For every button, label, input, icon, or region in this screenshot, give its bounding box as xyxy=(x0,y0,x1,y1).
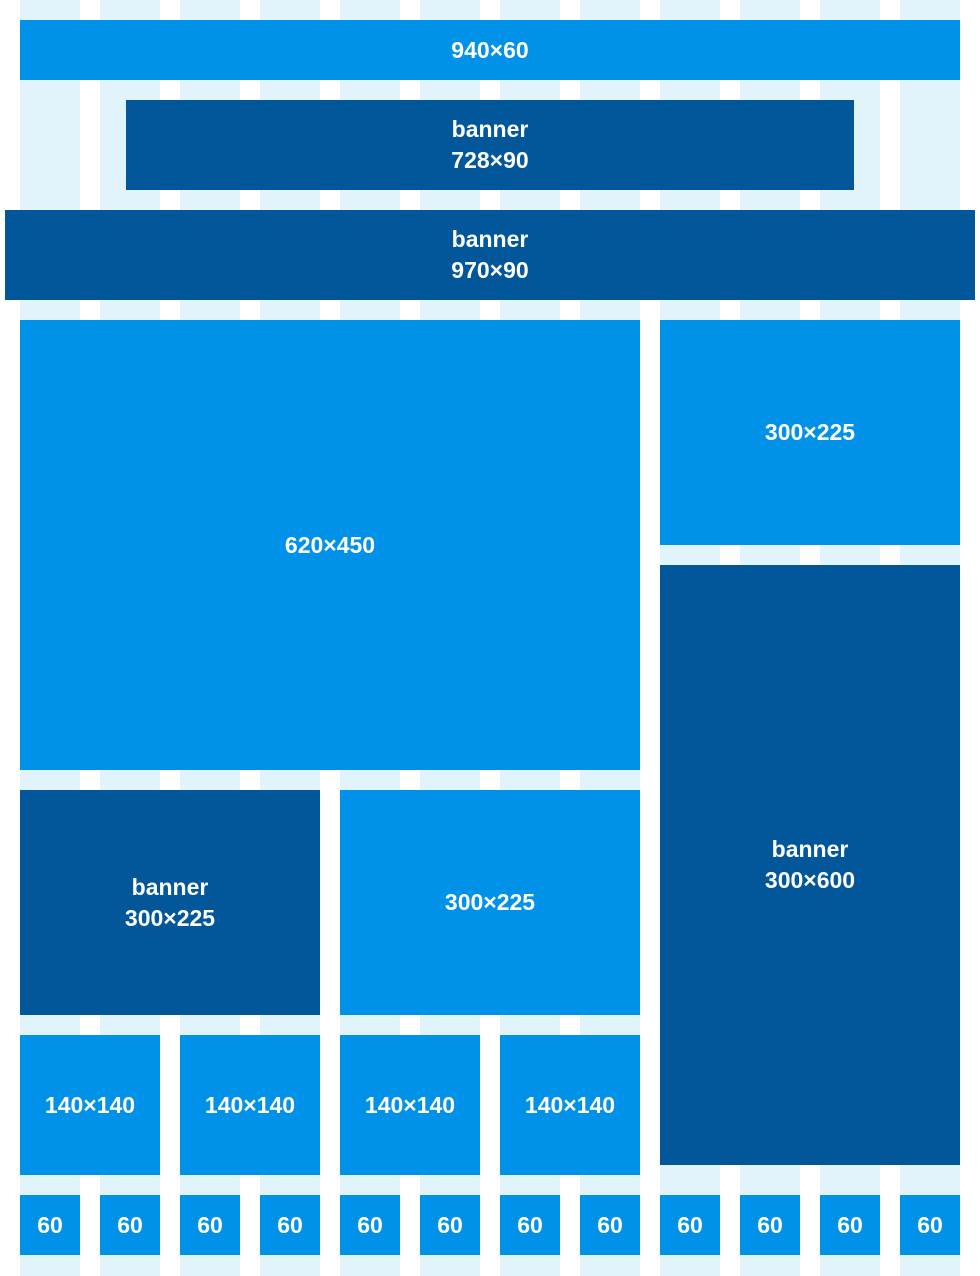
block-60: 60 xyxy=(260,1195,320,1255)
block-60-label: 60 xyxy=(757,1211,783,1238)
block-60: 60 xyxy=(420,1195,480,1255)
block-60-label: 60 xyxy=(837,1211,863,1238)
banner-970x90-label: banner xyxy=(451,226,529,252)
block-140x140-label: 140×140 xyxy=(524,1091,616,1118)
block-60: 60 xyxy=(500,1195,560,1255)
block-940x60-label: 940×60 xyxy=(451,36,529,63)
banner-300x600-label: banner xyxy=(771,836,849,862)
block-60: 60 xyxy=(580,1195,640,1255)
block-60-label: 60 xyxy=(357,1211,383,1238)
block-140x140: 140×140 xyxy=(340,1035,480,1175)
block-620x450-label: 620×450 xyxy=(284,531,376,558)
banner-728x90-label: banner xyxy=(451,116,529,142)
block-60-label: 60 xyxy=(37,1211,63,1238)
block-60-label: 60 xyxy=(517,1211,543,1238)
block-60-label: 60 xyxy=(117,1211,143,1238)
block-300x225-side-label: 300×225 xyxy=(764,419,856,445)
block-60-label: 60 xyxy=(917,1211,943,1238)
banner-300x225-size: 300×225 xyxy=(124,904,216,931)
block-60: 60 xyxy=(900,1195,960,1255)
banner-300x225-label: banner xyxy=(131,873,209,900)
block-60: 60 xyxy=(20,1195,80,1255)
block-60-label: 60 xyxy=(277,1211,303,1238)
banner-728x90: banner 728×90 xyxy=(126,100,854,190)
block-620x450: 620×450 xyxy=(20,320,640,770)
block-300x225-mid: 300×225 xyxy=(340,790,640,1015)
block-140x140-label: 140×140 xyxy=(364,1091,456,1118)
block-140x140: 140×140 xyxy=(20,1035,160,1175)
banner-970x90-size: 970×90 xyxy=(451,257,529,283)
block-60-label: 60 xyxy=(597,1211,623,1238)
banner-728x90-size: 728×90 xyxy=(451,147,529,173)
block-60: 60 xyxy=(820,1195,880,1255)
block-300x225-mid-label: 300×225 xyxy=(444,889,536,915)
block-140x140-label: 140×140 xyxy=(204,1091,296,1118)
block-60-label: 60 xyxy=(677,1211,703,1238)
block-940x60: 940×60 xyxy=(20,20,960,80)
banner-970x90: banner 970×90 xyxy=(5,210,975,300)
block-140x140: 140×140 xyxy=(180,1035,320,1175)
block-60: 60 xyxy=(660,1195,720,1255)
banner-300x600-size: 300×600 xyxy=(764,867,856,893)
block-60-label: 60 xyxy=(197,1211,223,1238)
block-60-label: 60 xyxy=(437,1211,463,1238)
banner-300x225: banner 300×225 xyxy=(20,790,320,1015)
banner-300x600: banner 300×600 xyxy=(660,565,960,1165)
block-140x140: 140×140 xyxy=(500,1035,640,1175)
block-140x140-label: 140×140 xyxy=(44,1091,136,1118)
block-60: 60 xyxy=(100,1195,160,1255)
block-60: 60 xyxy=(180,1195,240,1255)
block-60: 60 xyxy=(340,1195,400,1255)
block-60: 60 xyxy=(740,1195,800,1255)
block-300x225-side: 300×225 xyxy=(660,320,960,545)
